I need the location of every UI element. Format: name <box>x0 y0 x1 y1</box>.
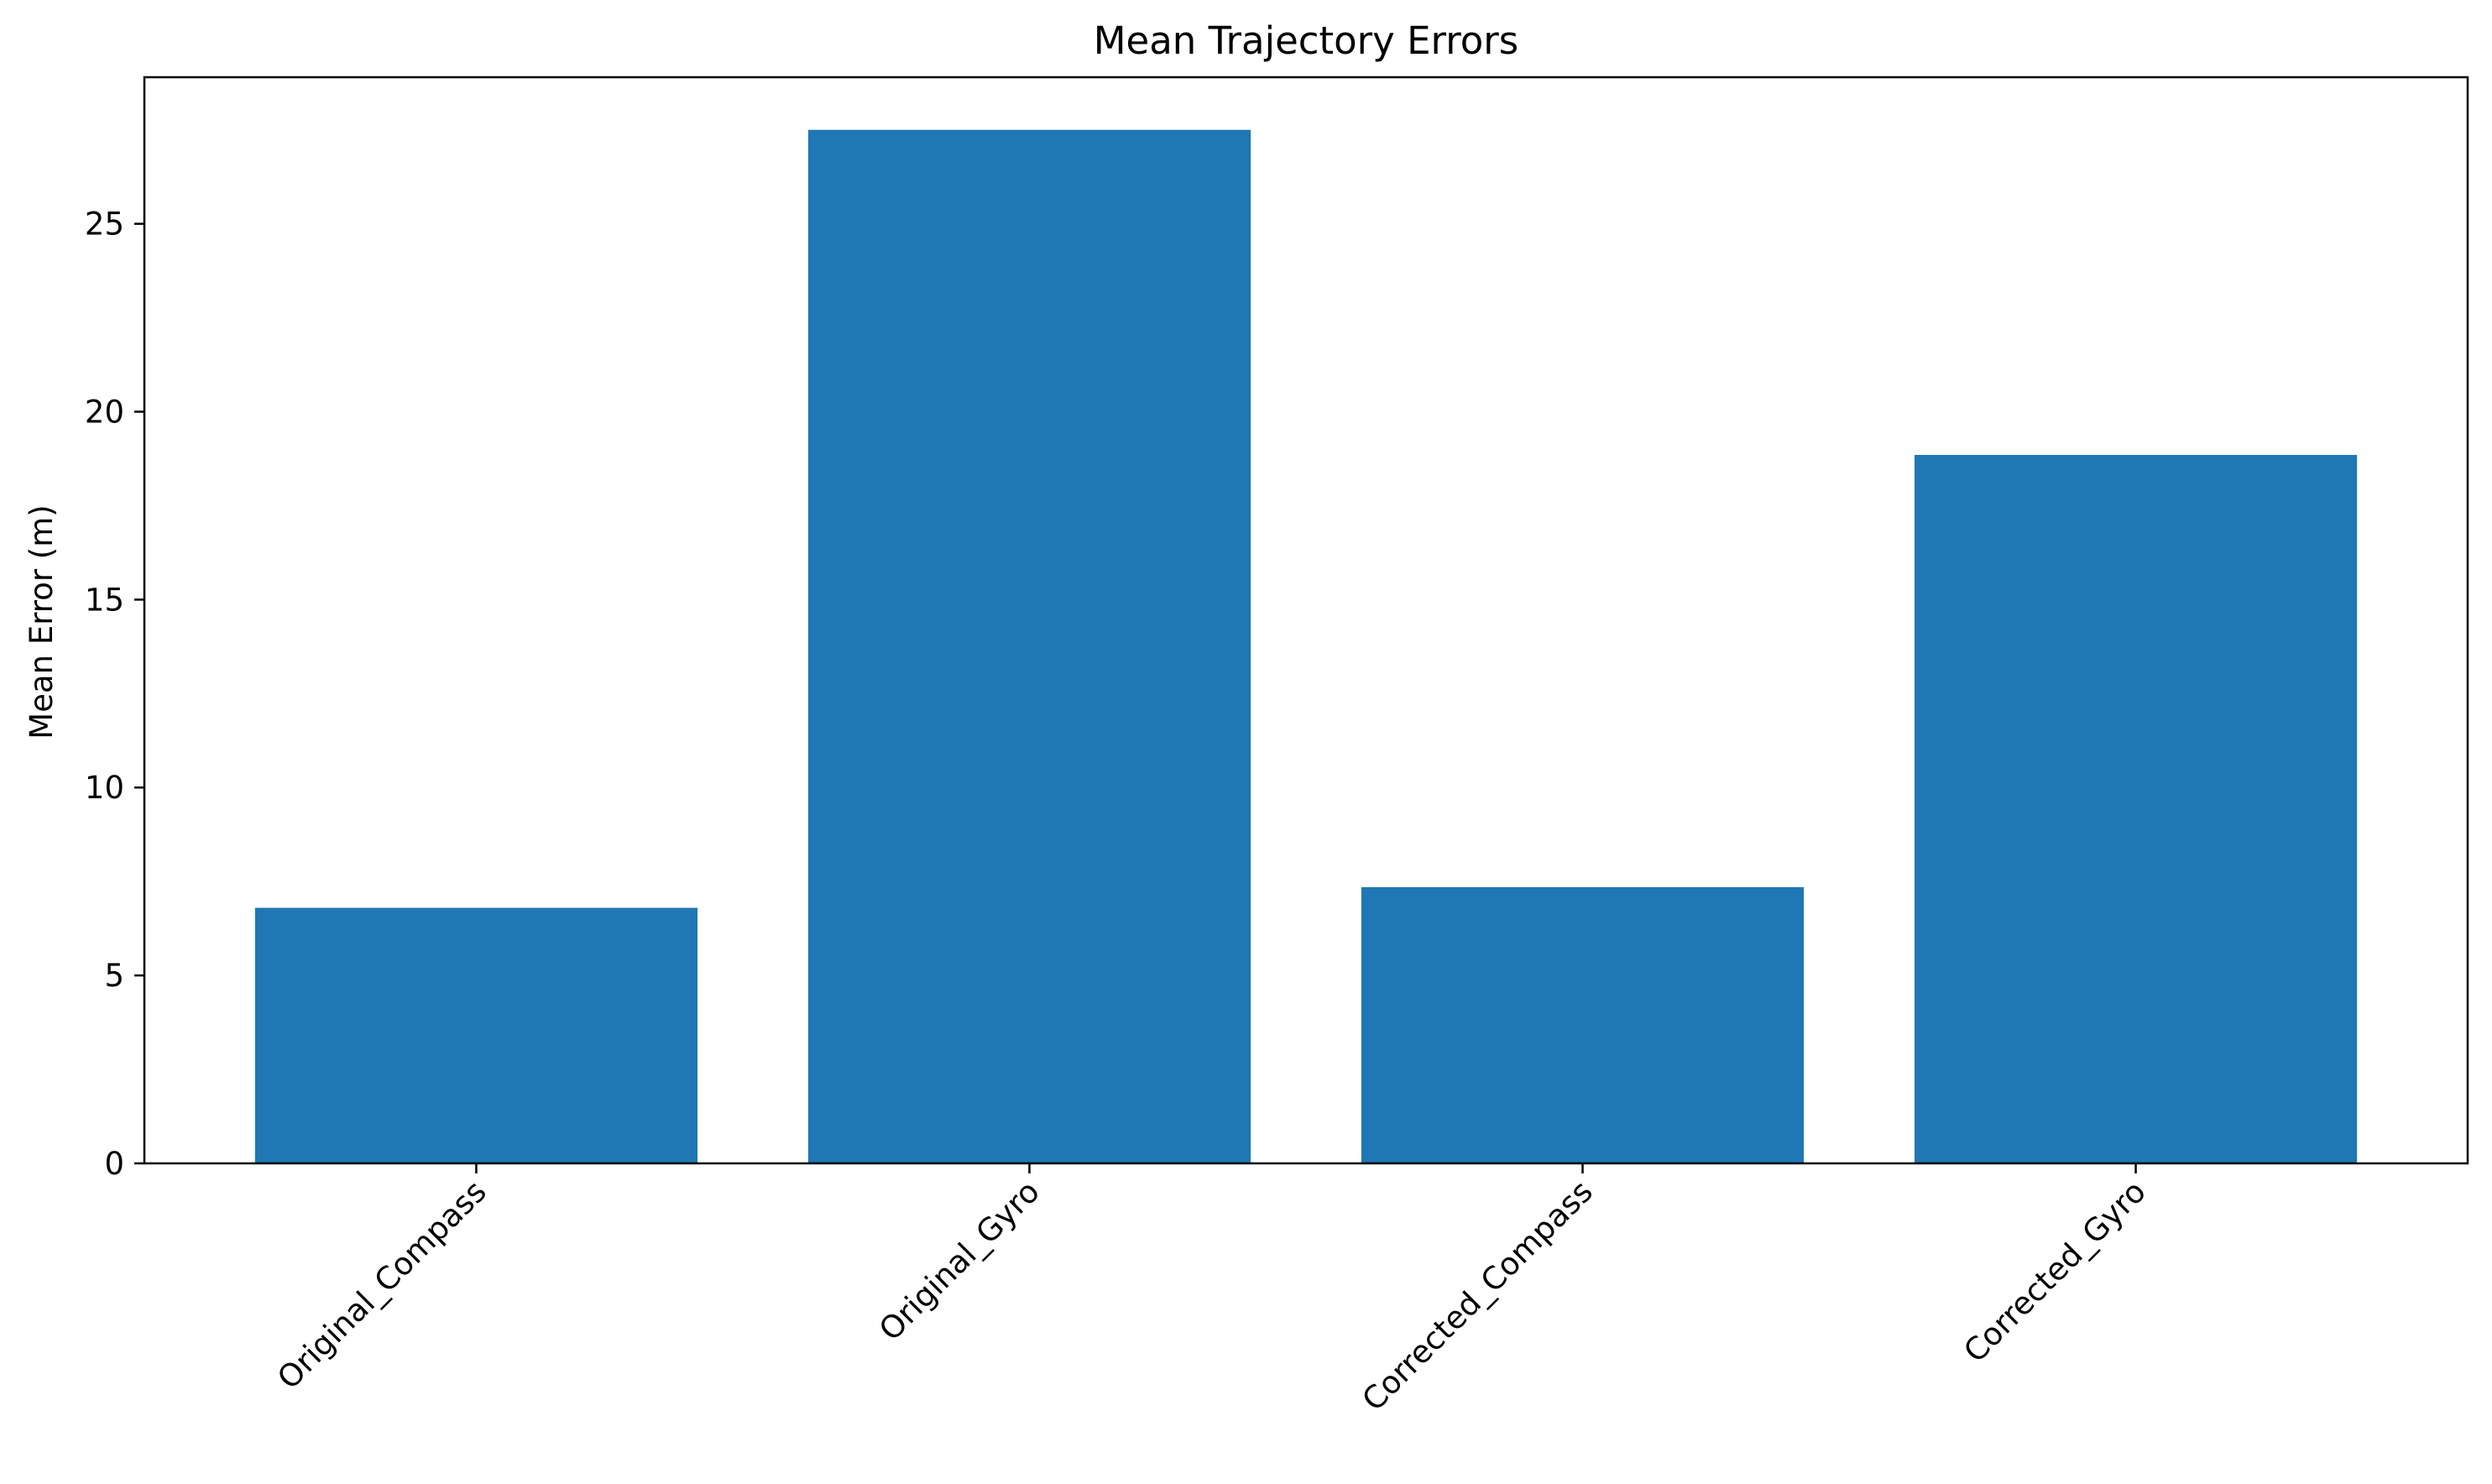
y-tick-label: 20 <box>85 394 124 430</box>
x-tick-label: Corrected_Compass <box>1356 1173 1600 1418</box>
x-tick-label: Corrected_Gyro <box>1957 1173 2153 1370</box>
y-axis: 0 5 10 15 20 25 <box>85 206 144 1182</box>
x-axis: Original_Compass Original_Gyro Corrected_C… <box>270 1163 2153 1418</box>
bars-group <box>254 129 2358 1164</box>
bar-original-compass <box>254 907 698 1163</box>
y-tick-label: 0 <box>104 1146 124 1182</box>
x-tick-label: Original_Compass <box>270 1173 494 1397</box>
y-tick-label: 15 <box>85 582 124 618</box>
y-tick-label: 25 <box>85 206 124 243</box>
bar-original-gyro <box>807 129 1251 1164</box>
bar-corrected-compass <box>1361 886 1805 1163</box>
bar-corrected-gyro <box>1914 454 2358 1163</box>
y-axis-label: Mean Error (m) <box>24 504 60 739</box>
y-tick-label: 5 <box>104 958 124 994</box>
x-tick-label: Original_Gyro <box>872 1173 1047 1348</box>
chart-title: Mean Trajectory Errors <box>1094 18 1519 63</box>
y-tick-label: 10 <box>85 770 124 806</box>
plot-frame <box>143 76 2469 1165</box>
